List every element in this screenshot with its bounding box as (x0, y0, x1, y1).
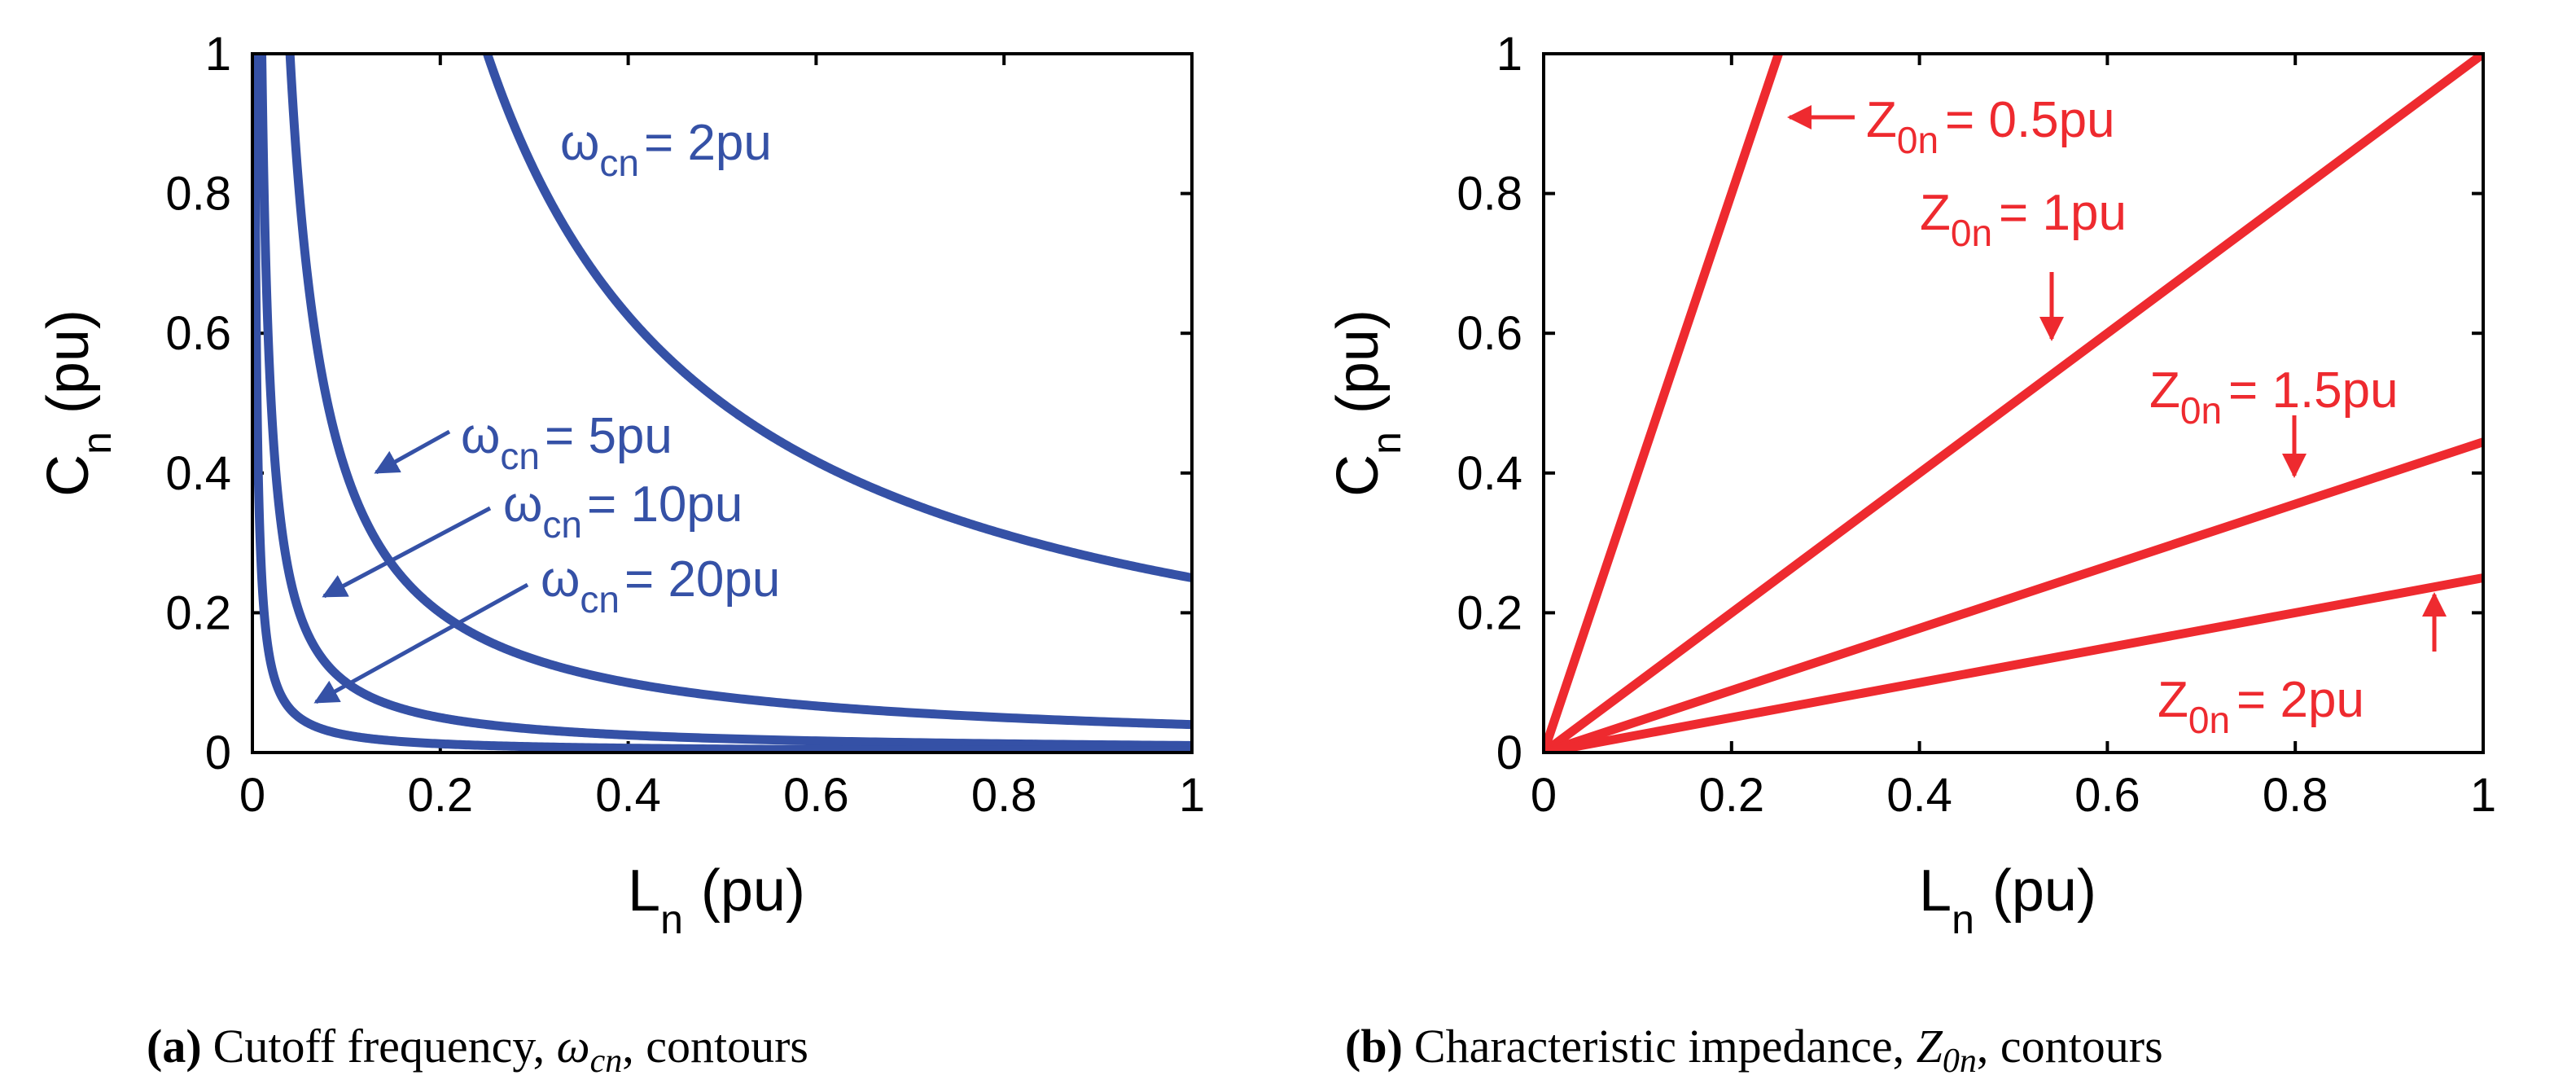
y-tick-label: 0 (205, 726, 231, 779)
annotation-z-2pu: Z0n = 2pu (2158, 672, 2364, 741)
y-tick-label: 0.6 (1457, 307, 1522, 360)
arrow-omega-5pu (374, 429, 451, 475)
panel-a-curves (252, 54, 1192, 753)
y-tick-label: 0.2 (1457, 586, 1522, 639)
x-tick-label: 1 (1179, 769, 1205, 822)
series-line (285, 54, 1192, 730)
x-tick-label: 0.2 (1698, 769, 1764, 822)
x-tick-label: 0.6 (783, 769, 849, 822)
arrow-omega-10pu (322, 506, 492, 599)
panel-a-axes-frame (251, 52, 1194, 754)
x-tick-label: 0.2 (407, 769, 473, 822)
panel-a-ylabel: Cn(pu) (36, 309, 120, 497)
x-tick-label: 0 (1531, 769, 1557, 822)
annotation-omega-10pu: ωcn= 10pu (503, 476, 743, 546)
y-tick-label: 0.2 (165, 586, 231, 639)
panel-a-xlabel: Ln (pu) (628, 858, 805, 942)
series-line (257, 54, 1192, 750)
caption-a: (a) Cutoff frequency, ωcn, contours (147, 1020, 808, 1080)
panel-b-xlabel: Ln (pu) (1919, 858, 2096, 942)
x-tick-label: 0.4 (1886, 769, 1952, 822)
y-tick-label: 0 (1496, 726, 1522, 779)
series-line (1544, 437, 2483, 753)
x-tick-label: 0.6 (2074, 769, 2140, 822)
panel-b-axes-frame (1542, 52, 2485, 754)
annotation-omega-5pu: ωcn= 5pu (461, 408, 672, 477)
y-tick-label: 0.8 (1457, 168, 1522, 221)
y-tick-label: 0.6 (165, 307, 231, 360)
x-tick-label: 0.8 (2263, 769, 2328, 822)
annotation-z-1pu: Z0n = 1pu (1920, 185, 2127, 254)
x-tick-label: 0 (239, 769, 265, 822)
x-tick-label: 0.4 (595, 769, 661, 822)
annotation-z-0.5pu: Z0n = 0.5pu (1866, 92, 2115, 161)
y-tick-label: 0.4 (165, 447, 231, 500)
arrow-omega-20pu (313, 582, 529, 704)
panel-b-tick-labels: 0 0.2 0.4 0.6 0.8 1 0 0.2 0.4 0.6 0.8 1 (1457, 28, 2496, 822)
annotation-z-1.5pu: Z0n = 1.5pu (2149, 362, 2399, 432)
x-tick-label: 1 (2470, 769, 2496, 822)
y-tick-label: 0.8 (165, 168, 231, 221)
series-line (1544, 54, 1783, 753)
annotation-omega-20pu: ωcn= 20pu (541, 551, 780, 621)
x-tick-label: 0.8 (971, 769, 1037, 822)
series-line (252, 54, 1192, 753)
panel-b-curves (1544, 54, 2483, 753)
panel-b-ylabel: Cn(pu) (1325, 309, 1409, 497)
y-tick-label: 1 (205, 28, 231, 81)
series-line (1544, 573, 2483, 753)
series-line (482, 54, 1192, 582)
annotation-omega-2pu: ωcn= 2pu (560, 115, 772, 184)
y-tick-label: 0.4 (1457, 447, 1522, 500)
caption-b: (b) Characteristic impedance, Z0n, contou… (1345, 1020, 2163, 1080)
series-line (1544, 54, 2483, 753)
y-tick-label: 1 (1496, 28, 1522, 81)
panel-b-characteristic-impedance: 0 0.2 0.4 0.6 0.8 1 0 0.2 0.4 0.6 0.8 1 Ln (pu) Cn(p… (1325, 28, 2496, 1080)
panel-a-cutoff-frequency: 0 0.2 0.4 0.6 0.8 1 0 0.2 0.4 0.6 0.8 1 Ln (pu) Cn(p… (36, 28, 1205, 1080)
panel-a-tick-labels: 0 0.2 0.4 0.6 0.8 1 0 0.2 0.4 0.6 0.8 1 (165, 28, 1205, 822)
